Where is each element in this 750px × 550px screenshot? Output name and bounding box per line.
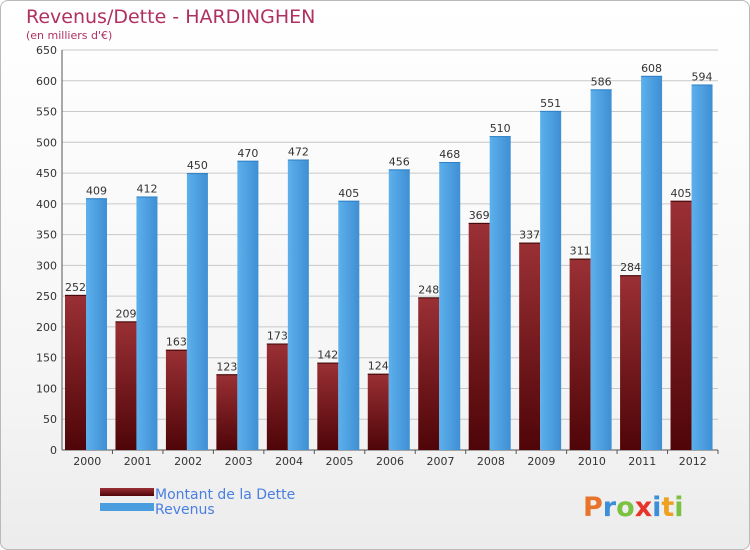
chart-title: Revenus/Dette - HARDINGHEN [26, 6, 315, 28]
data-label-revenus: 608 [641, 62, 662, 75]
data-label-revenus: 405 [338, 187, 359, 200]
data-label-debt: 284 [620, 261, 641, 274]
legend-swatch-debt [100, 488, 154, 496]
x-tick-label: 2004 [275, 455, 303, 468]
y-tick-label: 200 [36, 321, 57, 334]
data-label-debt: 405 [671, 187, 692, 200]
logo-letter: r [603, 492, 617, 523]
data-label-revenus: 409 [86, 184, 107, 197]
data-label-debt: 123 [216, 360, 237, 373]
data-label-revenus: 510 [490, 122, 511, 135]
logo-letter: P [583, 492, 603, 523]
x-tick-label: 2000 [73, 455, 101, 468]
bar-revenus [641, 75, 663, 450]
y-tick-label: 150 [36, 352, 57, 365]
bar-revenus [540, 110, 562, 450]
y-tick-label: 300 [36, 259, 57, 272]
bar-revenus [186, 173, 208, 451]
data-label-revenus: 468 [439, 148, 460, 161]
data-label-debt: 369 [469, 209, 490, 222]
data-label-revenus: 450 [187, 159, 208, 172]
data-label-revenus: 551 [540, 97, 561, 110]
bar-revenus [237, 160, 259, 450]
y-tick-label: 50 [43, 413, 57, 426]
bar-debt [620, 275, 642, 450]
bar-debt [367, 373, 389, 450]
legend-label-revenus: Revenus [155, 502, 215, 518]
data-labels: 252 409 209 412 163 450 123 470 173 472 142 405 124 4… [65, 62, 713, 373]
data-label-debt: 163 [166, 336, 187, 349]
data-label-revenus: 470 [237, 147, 258, 160]
data-label-revenus: 472 [288, 146, 309, 159]
bar-debt [266, 343, 288, 450]
data-label-debt: 173 [267, 330, 288, 343]
legend-label-debt: Montant de la Dette [155, 487, 295, 503]
y-tick-label: 600 [36, 75, 57, 88]
x-tick-label: 2003 [225, 455, 253, 468]
y-tick-label: 250 [36, 290, 57, 303]
bar-debt [569, 258, 591, 450]
y-tick-label: 450 [36, 167, 57, 180]
data-label-debt: 124 [368, 360, 389, 373]
data-label-revenus: 456 [389, 155, 410, 168]
legend: Montant de la Dette Revenus [100, 487, 295, 518]
logo-letter: i [652, 492, 661, 523]
bar-debt [418, 297, 440, 450]
data-label-revenus: 594 [692, 70, 713, 83]
chart-subtitle: (en milliers d'€) [26, 29, 112, 42]
x-tick-label: 2005 [326, 455, 354, 468]
logo-letter: i [674, 492, 683, 523]
bar-debt [468, 222, 490, 450]
proxiti-logo: Proxiti [583, 492, 684, 523]
bar-revenus [439, 162, 461, 450]
logo-letter: x [635, 492, 652, 523]
bar-debt [165, 349, 187, 450]
x-tick-label: 2012 [679, 455, 707, 468]
x-tick-label: 2006 [376, 455, 404, 468]
bar-debt [65, 294, 86, 450]
y-tick-label: 0 [50, 444, 57, 457]
bar-debt [216, 374, 238, 450]
y-tick-label: 350 [36, 229, 57, 242]
x-tick-label: 2009 [527, 455, 555, 468]
data-label-debt: 248 [418, 283, 439, 296]
bar-revenus [489, 136, 511, 450]
data-label-debt: 311 [570, 245, 591, 258]
bar-revenus [136, 196, 158, 450]
logo-letter: t [661, 492, 674, 523]
data-label-debt: 337 [519, 229, 540, 242]
data-label-revenus: 412 [136, 182, 157, 195]
data-label-debt: 142 [317, 349, 338, 362]
bar-debt [670, 200, 692, 450]
bar-revenus [388, 169, 410, 450]
bar-revenus [338, 200, 360, 450]
x-tick-label: 2011 [628, 455, 656, 468]
x-tick-label: 2008 [477, 455, 505, 468]
bar-debt [317, 362, 339, 450]
x-tick-label: 2001 [124, 455, 152, 468]
y-tick-label: 400 [36, 198, 57, 211]
y-tick-label: 650 [36, 44, 57, 57]
y-tick-label: 100 [36, 382, 57, 395]
data-label-debt: 252 [65, 281, 86, 294]
bar-revenus [691, 84, 713, 450]
y-tick-label: 500 [36, 136, 57, 149]
y-tick-label: 550 [36, 106, 57, 119]
bar-revenus [287, 159, 309, 451]
data-label-revenus: 586 [591, 75, 612, 88]
bar-revenus [590, 89, 612, 450]
bar-revenus [86, 198, 107, 450]
bars [65, 75, 713, 451]
bar-debt [115, 321, 137, 450]
bar-debt [519, 242, 541, 450]
data-label-debt: 209 [115, 307, 136, 320]
logo-letter: o [616, 492, 635, 523]
x-tick-label: 2002 [174, 455, 202, 468]
x-tick-label: 2007 [426, 455, 454, 468]
legend-swatch-revenus [100, 503, 154, 511]
x-tick-label: 2010 [578, 455, 606, 468]
